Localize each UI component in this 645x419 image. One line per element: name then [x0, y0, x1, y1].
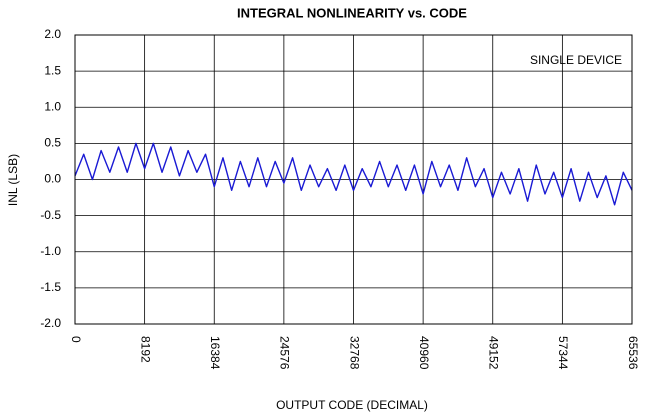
x-tick-label: 32768 — [347, 336, 361, 370]
annotation: SINGLE DEVICE — [530, 53, 622, 67]
x-tick-label: 0 — [69, 336, 83, 343]
plot-frame — [74, 34, 633, 325]
chart-title: INTEGRAL NONLINEARITY vs. CODE — [237, 5, 467, 20]
y-tick-label: 1.5 — [44, 63, 61, 77]
x-tick-label: 40960 — [417, 336, 431, 370]
y-tick-label: -2.0 — [40, 316, 61, 330]
data-line — [74, 142, 633, 206]
y-tick-label: -1.5 — [40, 280, 61, 294]
x-tick-label: 8192 — [138, 336, 152, 363]
y-tick-label: -0.5 — [40, 208, 61, 222]
y-tick-label: 0.5 — [44, 136, 61, 150]
x-axis-label: OUTPUT CODE (DECIMAL) — [276, 398, 428, 412]
y-tick-label: 1.0 — [44, 99, 61, 113]
y-tick-label: 0.0 — [44, 172, 61, 186]
y-tick-label: 2.0 — [44, 27, 61, 41]
x-tick-label: 49152 — [487, 336, 501, 370]
x-tick-label: 24576 — [278, 336, 292, 370]
y-tick-label: -1.0 — [40, 244, 61, 258]
y-axis-label: INL (LSB) — [6, 154, 20, 206]
x-tick-label: 16384 — [208, 336, 222, 370]
x-tick-label: 65536 — [626, 336, 640, 370]
x-tick-label: 57344 — [556, 336, 570, 370]
